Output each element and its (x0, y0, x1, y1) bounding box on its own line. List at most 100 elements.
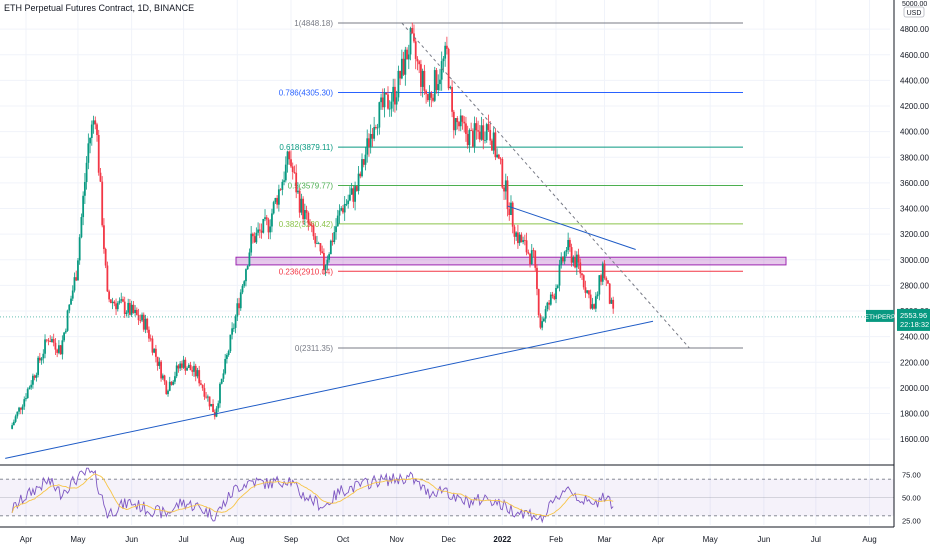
candle-body (421, 70, 424, 87)
candle-body (205, 396, 208, 398)
candle (465, 116, 467, 142)
candle-body (187, 364, 190, 368)
candle-body (381, 97, 384, 108)
candle-body (116, 303, 119, 310)
candle (208, 396, 211, 411)
candle-body (395, 97, 398, 105)
candle-body (30, 384, 33, 388)
candle (314, 232, 317, 248)
candle (511, 201, 514, 234)
candle (241, 283, 244, 295)
candle (265, 214, 268, 226)
candle-body (312, 225, 315, 237)
candle (70, 295, 72, 305)
candle (549, 292, 552, 306)
candle (37, 355, 40, 378)
candle-body (563, 251, 566, 262)
candle-body (77, 260, 79, 281)
candle (83, 173, 86, 204)
candle-body (144, 318, 147, 330)
candle (142, 312, 145, 332)
candle-body (61, 340, 64, 355)
candle (406, 47, 408, 60)
candle-body (250, 233, 253, 253)
candle-body (101, 181, 104, 226)
candle (342, 204, 344, 215)
candle-body (186, 367, 188, 371)
candle-body (465, 123, 467, 134)
rsi-tick-label: 75.00 (902, 471, 921, 480)
candle (277, 184, 280, 212)
candle (291, 162, 294, 180)
candle-body (607, 280, 609, 284)
candle (407, 44, 410, 70)
candle-body (442, 58, 445, 62)
candle (33, 374, 36, 381)
price-top-label: 5000.00 (902, 1, 927, 8)
candle (135, 307, 138, 316)
time-axis-label: Nov (390, 535, 404, 544)
candle (234, 314, 237, 334)
candle (153, 348, 156, 354)
price-tick-label: 2800.00 (900, 281, 929, 290)
candle-body (317, 243, 320, 244)
candle-body (146, 318, 149, 330)
candle (78, 234, 81, 265)
candle (203, 383, 206, 400)
candle-body (165, 381, 168, 395)
candle-body (489, 129, 492, 141)
candle-body (404, 49, 407, 75)
candle (40, 356, 43, 365)
trendline-support (5, 320, 654, 459)
candle-body (407, 54, 410, 60)
candle-body (182, 359, 185, 368)
candle (222, 369, 225, 382)
candle (400, 49, 403, 80)
candle (458, 121, 460, 132)
candle-body (342, 208, 344, 213)
candle-body (120, 299, 123, 301)
candle (343, 196, 346, 221)
candle-body (497, 154, 500, 159)
candle (456, 116, 459, 130)
candle-body (82, 195, 85, 218)
candle (175, 361, 178, 379)
candle (94, 116, 97, 130)
candle (42, 349, 45, 364)
candle-body (168, 381, 171, 391)
candle-body (466, 133, 469, 146)
candle (529, 253, 531, 268)
candle (329, 239, 332, 255)
candle (395, 90, 398, 111)
candle-body (219, 383, 221, 404)
candle (302, 196, 305, 225)
candle (251, 232, 254, 244)
candle (336, 209, 339, 227)
candle-body (28, 387, 31, 390)
candle-body (534, 250, 537, 268)
candle-body (530, 250, 533, 265)
candle-body (458, 122, 460, 127)
candle-body (265, 217, 268, 220)
candle (193, 361, 195, 377)
candle (459, 109, 462, 132)
candle-body (243, 281, 246, 286)
candle (106, 261, 109, 292)
candle (229, 334, 232, 354)
candle-body (513, 226, 516, 237)
candle (158, 357, 161, 370)
candle (184, 357, 187, 375)
candle (276, 195, 279, 209)
candle-body (300, 198, 303, 213)
fib-level-label: 0.236(2910.04) (279, 267, 334, 276)
candle-body (439, 79, 441, 85)
candle-body (23, 399, 26, 407)
candle-body (139, 320, 142, 321)
candle (161, 373, 164, 381)
candle-body (556, 285, 559, 288)
candle (122, 296, 124, 303)
candle-body (440, 61, 443, 80)
candle-body (501, 158, 504, 188)
